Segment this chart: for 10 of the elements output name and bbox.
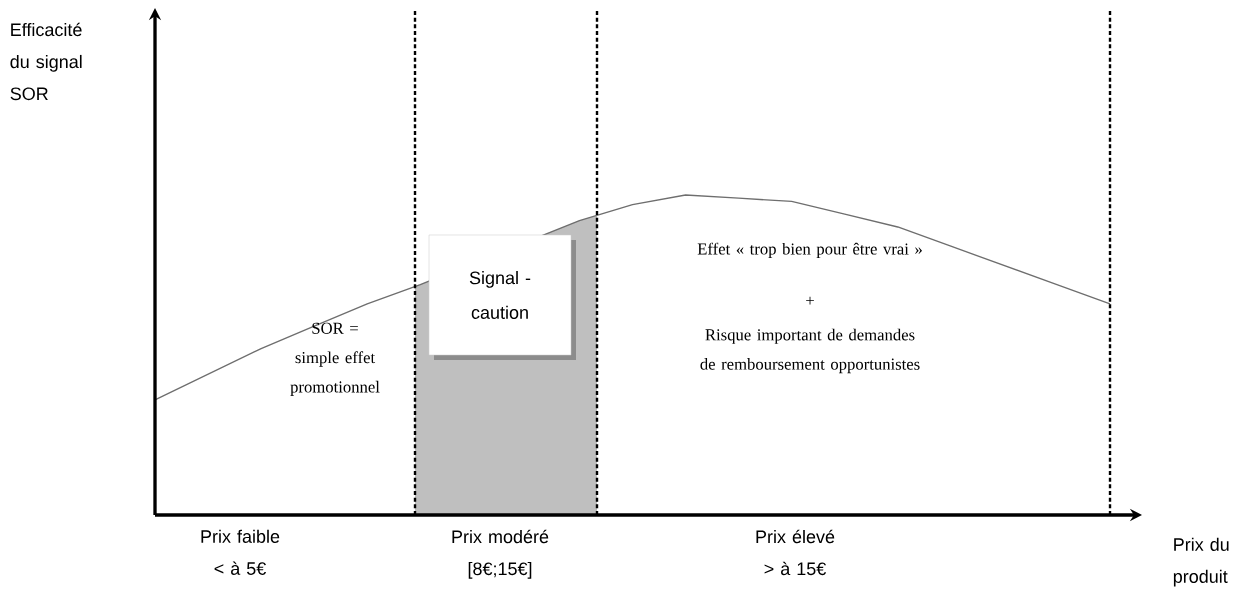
text: Efficacité du signal SOR [10, 22, 82, 101]
text: Prix modéré [8€;15€] [452, 529, 549, 579]
annotation: Effet « trop bien pour être vrai » [697, 242, 922, 258]
annotation: SOR = simple effet promotionnel [290, 322, 380, 396]
text: Prix faible < à 5€ [201, 529, 280, 575]
annotation: Risque important de demandes de remboursement opportunistes [700, 328, 920, 374]
annotation: Signal - caution [469, 271, 531, 319]
annotation: + [806, 296, 814, 305]
text: Prix élevé > à 15€ [756, 529, 835, 576]
x-axis-title: Prix du produit [1173, 537, 1229, 587]
